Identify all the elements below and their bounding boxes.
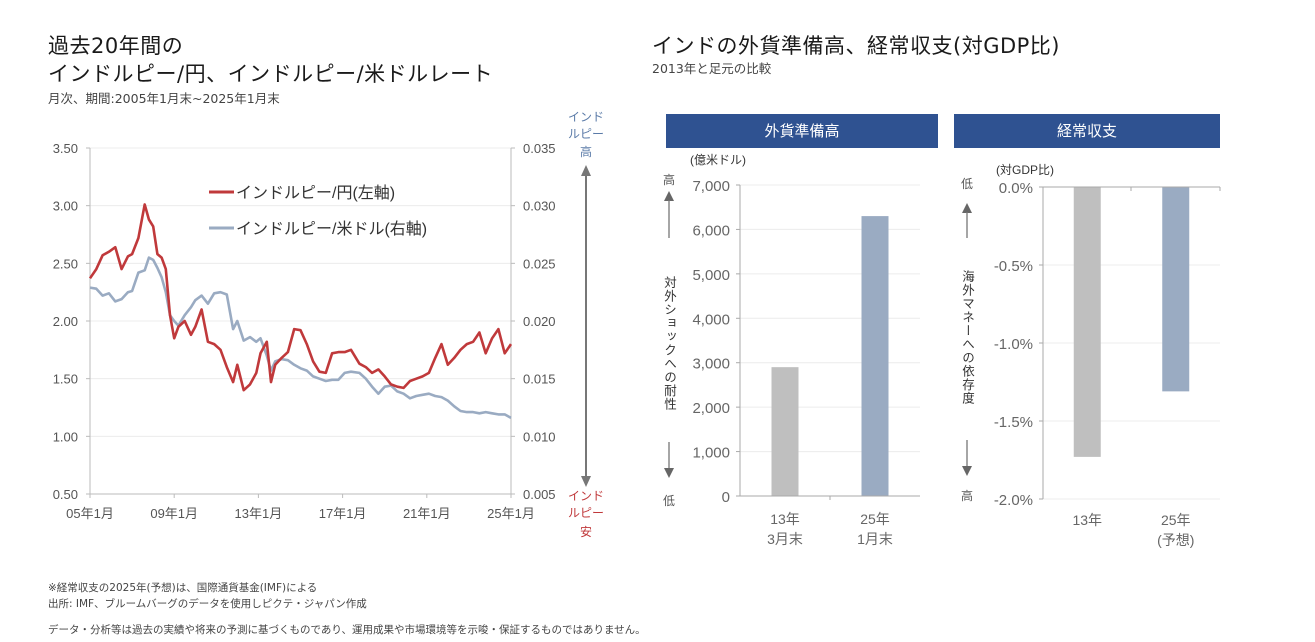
- bar2-side-label-top: 低: [961, 177, 973, 191]
- right-chart-title: インドの外貨準備高、経常収支(対GDP比): [652, 34, 1060, 58]
- y-tick-label: 0.0%: [999, 180, 1033, 197]
- left-y-tick-label: 3.50: [53, 141, 78, 156]
- y-tick-label: 4,000: [692, 311, 730, 328]
- unit-label-fx-reserves: (億米ドル): [690, 153, 746, 167]
- bar1-gridlines: [736, 184, 920, 497]
- annotation-top-line3: 高: [580, 144, 592, 159]
- line-chart: 0.501.001.502.002.503.003.50 0.0050.0100…: [53, 110, 604, 539]
- annotation-bottom-line1: インド: [568, 489, 604, 503]
- x-tick-label: 13年1月: [235, 506, 283, 521]
- x-tick-label: 1月末: [857, 531, 893, 547]
- annotation-top-line1: インド: [568, 110, 604, 124]
- legend-label-inr-jpy: インドルピー/円(左軸): [236, 184, 395, 202]
- x-tick-label: 25年1月: [487, 506, 535, 521]
- left-chart-subtitle: 月次、期間:2005年1月末~2025年1月末: [48, 91, 280, 106]
- left-y-tick-label: 3.00: [53, 199, 78, 214]
- y-tick-label: -2.0%: [994, 492, 1033, 509]
- bar-chart-current-account: (対GDP比) -2.0% -1.5% -1.0% -0.5% 0.0% 13年 25年 (…: [961, 163, 1221, 548]
- right-y-tick-label: 0.030: [523, 199, 556, 214]
- y-tick-label: 2,000: [692, 400, 730, 417]
- bar1-bars: [771, 216, 889, 496]
- arrow-down-icon: [664, 468, 674, 478]
- left-chart-title-line2: インドルピー/円、インドルピー/米ドルレート: [48, 62, 494, 86]
- right-y-tick-labels: 0.005 0.010 0.015 0.020 0.025 0.030 0.035: [523, 141, 556, 502]
- x-tick-label: 17年1月: [319, 506, 367, 521]
- bar1-side-label-text: 対外ショックへの耐性: [662, 276, 677, 411]
- series-line-inr-jpy: [88, 203, 513, 392]
- bar1-x-tick-labels: 13年 3月末 25年 1月末: [767, 511, 893, 547]
- annotation-top-line2: ルピー: [568, 127, 604, 141]
- y-tick-label: 6,000: [692, 222, 730, 239]
- annotation-bottom-line3: 安: [580, 524, 592, 539]
- right-y-tick-label: 0.015: [523, 372, 556, 387]
- arrow-down-icon: [581, 476, 591, 487]
- right-y-tick-label: 0.010: [523, 429, 556, 444]
- bar1-side-label-bottom: 低: [663, 494, 675, 508]
- left-y-tick-label: 2.50: [53, 256, 78, 271]
- legend-label-inr-usd: インドルピー/米ドル(右軸): [236, 220, 427, 238]
- x-tick-label: 09年1月: [150, 506, 198, 521]
- left-y-tick-label: 1.50: [53, 372, 78, 387]
- bar1-y-tick-labels: 0 1,000 2,000 3,000 4,000 5,000 6,000 7,000: [692, 178, 730, 506]
- bar1-side-label-top: 高: [663, 172, 675, 187]
- bar2-bars: [1073, 187, 1190, 457]
- right-y-tick-label: 0.005: [523, 487, 556, 502]
- unit-label-current-account: (対GDP比): [996, 163, 1054, 177]
- y-tick-label: 1,000: [692, 445, 730, 462]
- bar2-side-label-text: 海外マネーへの依存度: [960, 270, 975, 405]
- x-tick-labels: 05年1月 09年1月 13年1月 17年1月 21年1月 25年1月: [66, 494, 535, 521]
- y-tick-label: 7,000: [692, 178, 730, 195]
- line-chart-gridlines: [86, 147, 515, 495]
- x-tick-label: 13年: [1072, 512, 1102, 528]
- y-tick-label: -1.0%: [994, 336, 1033, 353]
- footnote-imf-forecast: ※経常収支の2025年(予想)は、国際通貨基金(IMF)による: [48, 582, 318, 594]
- bar2-y-tick-labels: -2.0% -1.5% -1.0% -0.5% 0.0%: [994, 180, 1033, 509]
- bar: [1162, 187, 1190, 392]
- x-tick-label: 05年1月: [66, 506, 114, 521]
- x-tick-label: (予想): [1157, 532, 1194, 548]
- arrow-up-icon: [962, 203, 972, 213]
- panel-header-fx-reserves: 外貨準備高: [666, 114, 938, 148]
- bar: [771, 367, 799, 496]
- arrow-up-icon: [664, 191, 674, 201]
- annotation-bottom-line2: ルピー: [568, 506, 604, 520]
- x-tick-label: 13年: [770, 511, 800, 527]
- right-y-tick-label: 0.025: [523, 256, 556, 271]
- arrow-down-icon: [962, 466, 972, 476]
- left-chart-title-line1: 過去20年間の: [48, 34, 184, 58]
- bar: [861, 216, 889, 496]
- left-y-tick-label: 0.50: [53, 487, 78, 502]
- left-y-tick-labels: 0.50 1.00 1.50 2.00 2.50 3.00 3.50: [53, 141, 78, 502]
- footnote-source: 出所: IMF、ブルームバーグのデータを使用しピクテ・ジャパン作成: [48, 598, 367, 610]
- bar2-gridlines: [1039, 186, 1220, 500]
- rupee-direction-annotation: インド ルピー 高 インド ルピー 安: [568, 110, 604, 539]
- y-tick-label: 0: [722, 489, 730, 506]
- x-tick-label: 3月末: [767, 531, 803, 547]
- bar-chart-fx-reserves: (億米ドル) 0 1,000 2,000 3,000 4,000 5,000 6,000 7,…: [663, 153, 920, 547]
- panel-header-current-account: 経常収支: [954, 114, 1220, 148]
- x-tick-label: 25年: [1161, 512, 1191, 528]
- y-tick-label: -0.5%: [994, 258, 1033, 275]
- right-chart-subtitle: 2013年と足元の比較: [652, 61, 772, 76]
- right-y-tick-label: 0.035: [523, 141, 556, 156]
- arrow-up-icon: [581, 165, 591, 176]
- legend: インドルピー/円(左軸) インドルピー/米ドル(右軸): [209, 184, 427, 238]
- disclaimer: データ・分析等は過去の実績や将来の予測に基づくものであり、運用成果や市場環境等を…: [48, 624, 646, 636]
- left-y-tick-label: 1.00: [53, 429, 78, 444]
- right-y-tick-label: 0.020: [523, 314, 556, 329]
- bar: [1073, 187, 1101, 457]
- bar2-x-tick-labels: 13年 25年 (予想): [1072, 512, 1194, 548]
- left-y-tick-label: 2.00: [53, 314, 78, 329]
- y-tick-label: 5,000: [692, 267, 730, 284]
- bar2-side-label-bottom: 高: [961, 488, 973, 503]
- y-tick-label: 3,000: [692, 356, 730, 373]
- x-tick-label: 25年: [860, 511, 890, 527]
- x-tick-label: 21年1月: [403, 506, 451, 521]
- y-tick-label: -1.5%: [994, 414, 1033, 431]
- series-line-inr-usd: [89, 256, 512, 420]
